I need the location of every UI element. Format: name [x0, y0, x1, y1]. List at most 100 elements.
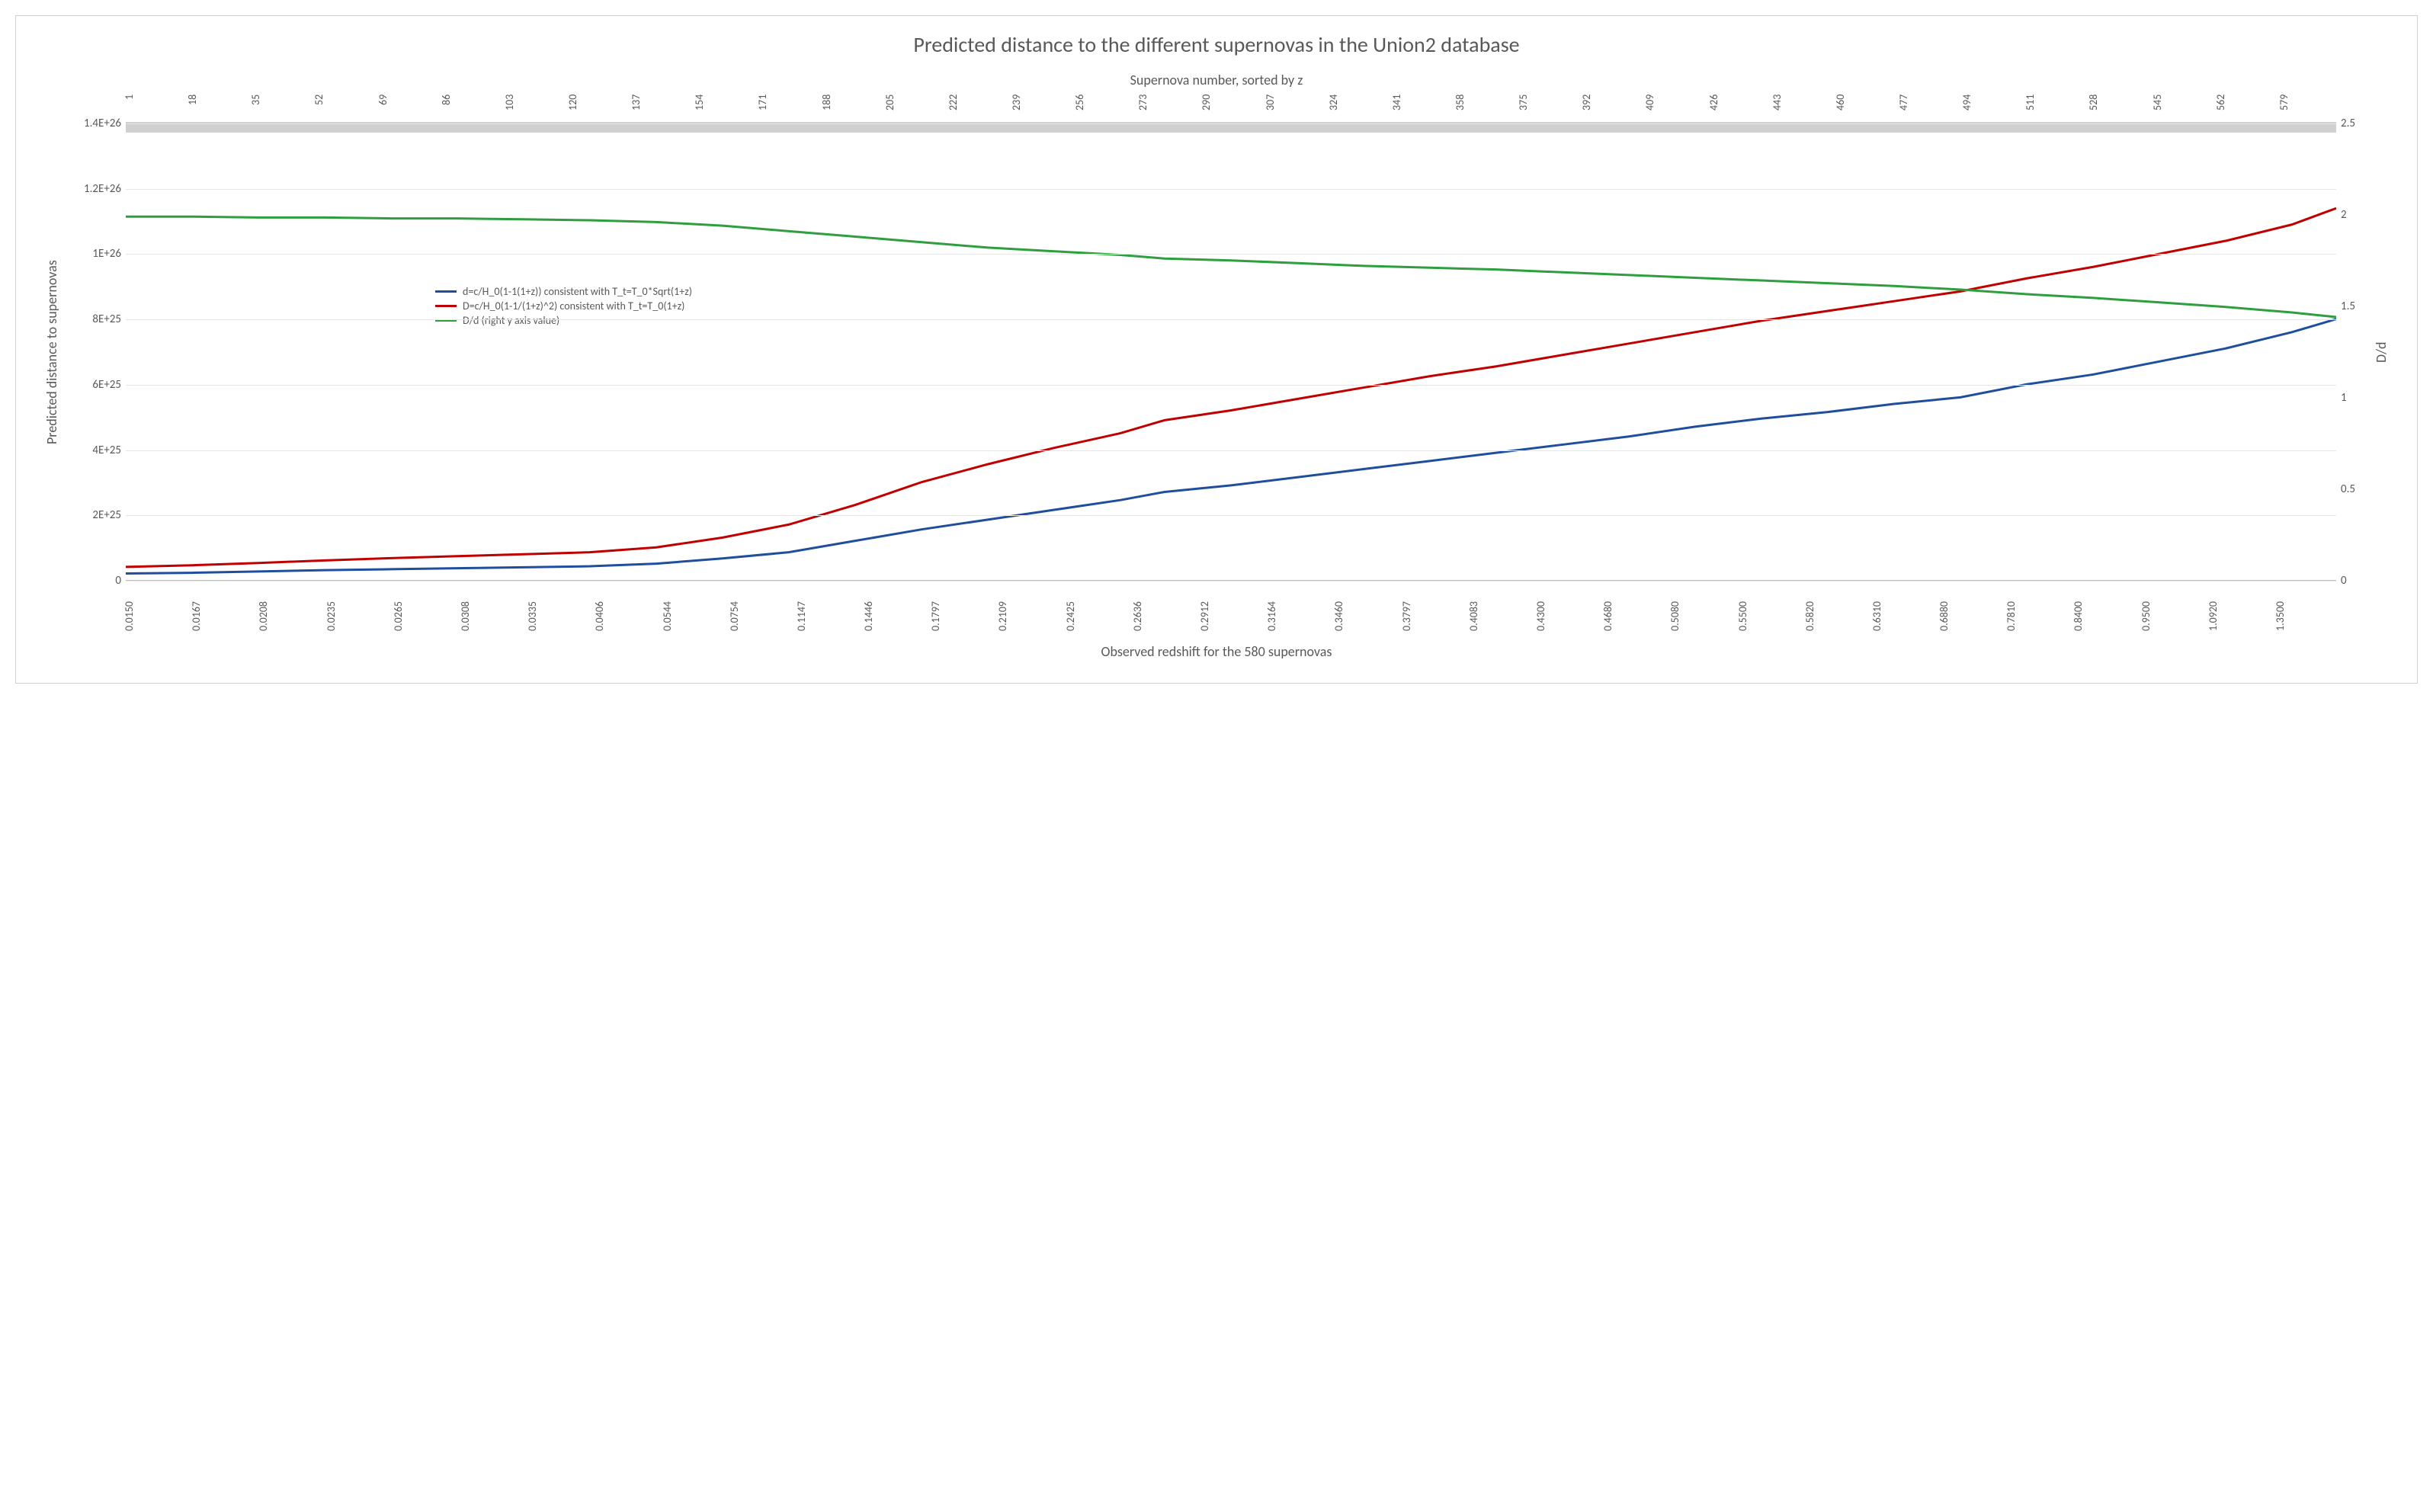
- top-x-tick: 188: [820, 93, 883, 123]
- left-y-tick: 1.2E+26: [84, 182, 121, 196]
- top-x-tick: 562: [2214, 93, 2278, 123]
- chart-container: Predicted distance to the different supe…: [15, 15, 2418, 684]
- top-x-tick: 511: [2024, 93, 2087, 123]
- left-y-tick: 2E+25: [92, 508, 121, 522]
- gridline: [126, 385, 2336, 386]
- bottom-x-tick: 0.0335: [526, 584, 593, 633]
- plot-area: d=c/H_0(1-1(1+z)) consistent with T_t=T_…: [126, 123, 2336, 581]
- top-x-tick: 545: [2151, 93, 2214, 123]
- legend-label: D=c/H_0(1-1/(1+z)^2) consistent with T_t…: [463, 300, 684, 312]
- bottom-x-tick: 0.8400: [2072, 584, 2139, 633]
- gridline: [126, 254, 2336, 255]
- legend: d=c/H_0(1-1(1+z)) consistent with T_t=T_…: [435, 284, 692, 328]
- right-y-tick: 0.5: [2341, 482, 2355, 496]
- top-x-tick: 392: [1580, 93, 1643, 123]
- bottom-x-tick: 0.1147: [795, 584, 862, 633]
- secondary-x-axis-ticks: 1183552698610312013715417118820522223925…: [123, 93, 2341, 123]
- legend-swatch: [435, 305, 457, 307]
- left-y-tick: 6E+25: [92, 378, 121, 392]
- right-y-tick: 2: [2341, 208, 2347, 222]
- bottom-x-tick: 1.3500: [2274, 584, 2341, 633]
- bottom-x-tick: 0.7810: [2005, 584, 2072, 633]
- top-x-tick: 409: [1643, 93, 1707, 123]
- bottom-x-tick: 0.0406: [593, 584, 660, 633]
- secondary-x-axis-title: Supernova number, sorted by z: [39, 72, 2394, 88]
- bottom-x-tick: 0.4680: [1601, 584, 1668, 633]
- top-x-tick: 35: [249, 93, 313, 123]
- top-x-tick: 341: [1390, 93, 1454, 123]
- bottom-x-tick: 0.3797: [1400, 584, 1467, 633]
- bottom-x-tick: 0.2109: [996, 584, 1063, 633]
- top-x-tick: 273: [1136, 93, 1200, 123]
- left-y-tick: 8E+25: [92, 312, 121, 326]
- right-y-tick: 0: [2341, 574, 2347, 588]
- bottom-x-tick: 0.6880: [1938, 584, 2005, 633]
- right-y-tick: 2.5: [2341, 117, 2355, 130]
- top-x-tick: 324: [1327, 93, 1390, 123]
- left-y-axis-ticks: 02E+254E+256E+258E+251E+261.2E+261.4E+26: [65, 123, 126, 581]
- left-y-tick: 1E+26: [92, 247, 121, 261]
- left-y-axis-title: Predicted distance to supernovas: [39, 123, 65, 581]
- right-y-axis-ticks: 00.511.522.5: [2336, 123, 2368, 581]
- bottom-x-tick: 0.0754: [728, 584, 795, 633]
- gridline: [126, 450, 2336, 451]
- top-x-tick: 426: [1707, 93, 1771, 123]
- right-y-axis-title: D/d: [2368, 123, 2394, 581]
- bottom-x-tick: 0.3460: [1332, 584, 1399, 633]
- right-y-tick: 1: [2341, 391, 2347, 405]
- bottom-x-tick: 0.2425: [1064, 584, 1131, 633]
- chart-title: Predicted distance to the different supe…: [39, 31, 2394, 58]
- left-y-tick: 1.4E+26: [84, 117, 121, 130]
- top-x-tick: 256: [1073, 93, 1136, 123]
- primary-x-axis-ticks: 0.01500.01670.02080.02350.02650.03080.03…: [123, 584, 2341, 633]
- bottom-x-tick: 0.1446: [862, 584, 929, 633]
- gridline: [126, 515, 2336, 516]
- bottom-x-tick: 0.6310: [1870, 584, 1938, 633]
- top-x-tick: 528: [2087, 93, 2150, 123]
- bottom-x-tick: 0.0265: [392, 584, 459, 633]
- bottom-x-tick: 0.0235: [325, 584, 392, 633]
- top-x-tick: 239: [1010, 93, 1073, 123]
- primary-x-axis-title: Observed redshift for the 580 supernovas: [39, 643, 2394, 660]
- legend-label: D/d (right y axis value): [463, 314, 559, 327]
- bottom-x-tick: 0.5820: [1803, 584, 1870, 633]
- top-x-tick: 307: [1264, 93, 1327, 123]
- top-x-tick: 222: [947, 93, 1010, 123]
- bottom-x-tick: 0.0308: [459, 584, 526, 633]
- bottom-x-tick: 0.0208: [257, 584, 324, 633]
- bottom-x-tick: 0.5080: [1668, 584, 1736, 633]
- legend-item: D=c/H_0(1-1/(1+z)^2) consistent with T_t…: [435, 300, 692, 312]
- top-x-tick: 477: [1897, 93, 1960, 123]
- bottom-x-tick: 0.1797: [929, 584, 996, 633]
- legend-swatch: [435, 290, 457, 293]
- top-x-tick: 154: [693, 93, 756, 123]
- top-x-tick: 137: [630, 93, 693, 123]
- top-x-tick: 69: [377, 93, 440, 123]
- top-x-tick: 290: [1200, 93, 1263, 123]
- top-x-tick: 579: [2278, 93, 2341, 123]
- top-x-tick: 120: [566, 93, 630, 123]
- top-x-tick: 171: [756, 93, 819, 123]
- top-x-tick: 494: [1960, 93, 2024, 123]
- top-x-tick: 358: [1454, 93, 1517, 123]
- top-x-tick: 18: [186, 93, 249, 123]
- plot-row: Predicted distance to supernovas 02E+254…: [39, 123, 2394, 581]
- bottom-x-tick: 1.0920: [2207, 584, 2274, 633]
- top-x-tick: 1: [123, 93, 186, 123]
- top-x-tick: 103: [503, 93, 566, 123]
- top-x-tick: 460: [1834, 93, 1897, 123]
- bottom-x-tick: 0.0544: [661, 584, 728, 633]
- top-x-tick: 375: [1517, 93, 1580, 123]
- bottom-x-tick: 0.2912: [1198, 584, 1265, 633]
- bottom-x-tick: 0.0167: [190, 584, 257, 633]
- bottom-x-tick: 0.9500: [2140, 584, 2207, 633]
- right-y-tick: 1.5: [2341, 300, 2355, 313]
- series-d_series: [126, 319, 2336, 574]
- legend-item: D/d (right y axis value): [435, 314, 692, 327]
- top-x-tick: 443: [1771, 93, 1834, 123]
- bottom-x-tick: 0.2636: [1131, 584, 1198, 633]
- gridline: [126, 123, 2336, 124]
- top-x-tick: 86: [440, 93, 503, 123]
- left-y-tick: 4E+25: [92, 444, 121, 457]
- legend-item: d=c/H_0(1-1(1+z)) consistent with T_t=T_…: [435, 285, 692, 298]
